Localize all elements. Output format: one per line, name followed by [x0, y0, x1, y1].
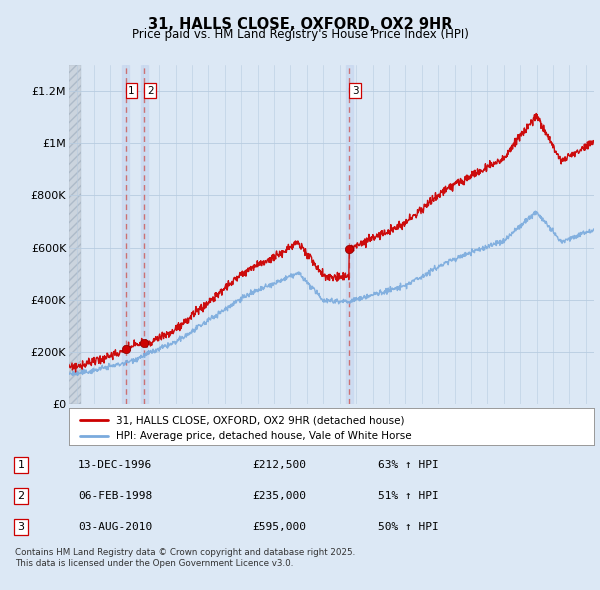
Text: 51% ↑ HPI: 51% ↑ HPI — [378, 491, 439, 501]
Text: 2: 2 — [17, 491, 25, 501]
Bar — [69, 65, 82, 404]
Text: Price paid vs. HM Land Registry's House Price Index (HPI): Price paid vs. HM Land Registry's House … — [131, 28, 469, 41]
Text: 3: 3 — [352, 86, 358, 96]
Bar — [141, 65, 148, 404]
Text: £235,000: £235,000 — [252, 491, 306, 501]
Text: 06-FEB-1998: 06-FEB-1998 — [78, 491, 152, 501]
Text: 2: 2 — [147, 86, 154, 96]
Text: HPI: Average price, detached house, Vale of White Horse: HPI: Average price, detached house, Vale… — [116, 431, 412, 441]
Text: £595,000: £595,000 — [252, 522, 306, 532]
Text: 63% ↑ HPI: 63% ↑ HPI — [378, 460, 439, 470]
Text: 1: 1 — [17, 460, 25, 470]
Bar — [346, 65, 353, 404]
Text: 31, HALLS CLOSE, OXFORD, OX2 9HR: 31, HALLS CLOSE, OXFORD, OX2 9HR — [148, 17, 452, 31]
Text: £212,500: £212,500 — [252, 460, 306, 470]
Bar — [122, 65, 129, 404]
Text: 03-AUG-2010: 03-AUG-2010 — [78, 522, 152, 532]
Text: 31, HALLS CLOSE, OXFORD, OX2 9HR (detached house): 31, HALLS CLOSE, OXFORD, OX2 9HR (detach… — [116, 415, 405, 425]
Text: 1: 1 — [128, 86, 135, 96]
Text: 50% ↑ HPI: 50% ↑ HPI — [378, 522, 439, 532]
Text: 3: 3 — [17, 522, 25, 532]
Text: 13-DEC-1996: 13-DEC-1996 — [78, 460, 152, 470]
Text: Contains HM Land Registry data © Crown copyright and database right 2025.
This d: Contains HM Land Registry data © Crown c… — [15, 548, 355, 568]
